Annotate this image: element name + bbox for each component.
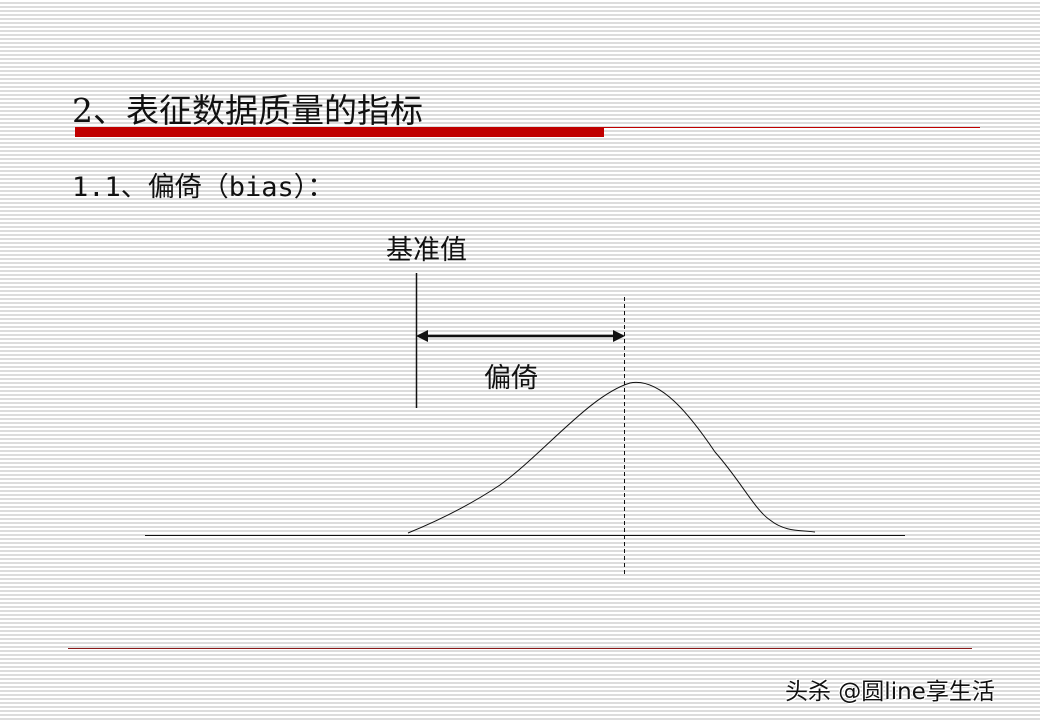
distribution-curve [407, 381, 816, 534]
section-heading: 1.1、偏倚（bias）： [72, 172, 335, 203]
reference-value-label: 基准值 [386, 235, 467, 266]
arrow-head-left [416, 330, 428, 342]
arrow-head-right [613, 330, 625, 342]
bias-label: 偏倚 [484, 363, 538, 394]
watermark: 头杀 @圆line享生活 [785, 679, 995, 705]
slide-title: 2、表征数据质量的指标 [72, 91, 423, 130]
title-underline-thick [75, 127, 604, 137]
